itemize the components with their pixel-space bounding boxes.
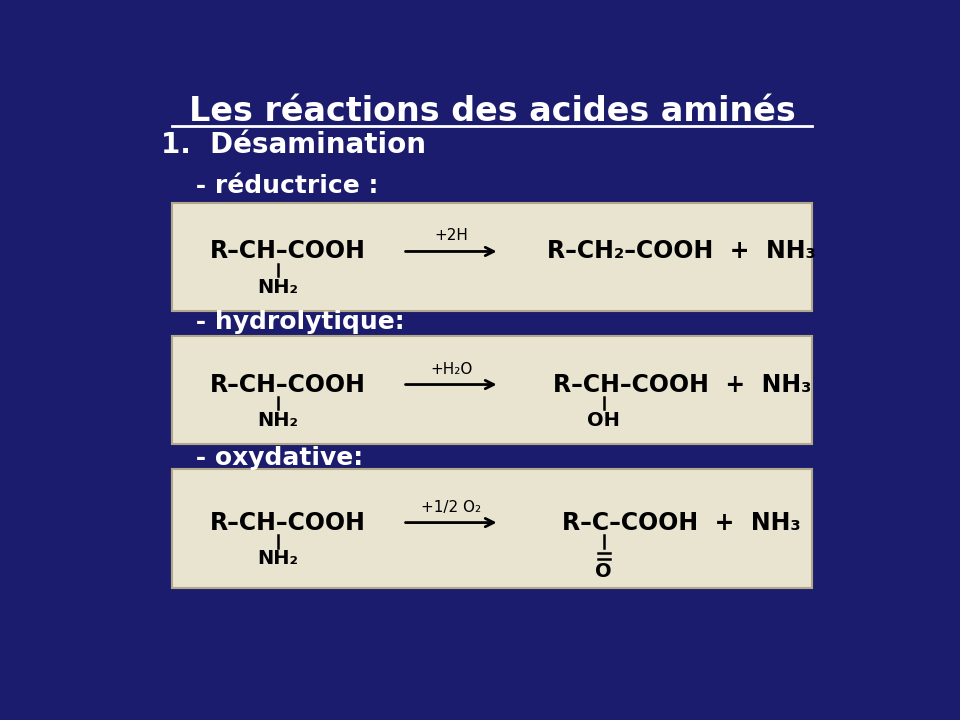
- Text: OH: OH: [588, 411, 620, 430]
- Text: Les réactions des acides aminés: Les réactions des acides aminés: [188, 95, 796, 128]
- Text: - hydrolytique:: - hydrolytique:: [187, 310, 404, 334]
- Text: +2H: +2H: [434, 228, 468, 243]
- Text: R–CH₂–COOH  +  NH₃: R–CH₂–COOH + NH₃: [547, 240, 816, 264]
- Text: 1.  Désamination: 1. Désamination: [161, 130, 426, 158]
- Text: O: O: [595, 562, 612, 581]
- Text: NH₂: NH₂: [257, 549, 299, 568]
- FancyBboxPatch shape: [172, 469, 812, 588]
- Text: - réductrice :: - réductrice :: [187, 174, 378, 198]
- Text: +H₂O: +H₂O: [430, 361, 472, 377]
- FancyBboxPatch shape: [172, 203, 812, 311]
- Text: R–CH–COOH: R–CH–COOH: [209, 240, 366, 264]
- FancyBboxPatch shape: [172, 336, 812, 444]
- Text: R–CH–COOH: R–CH–COOH: [209, 510, 366, 534]
- Text: +1/2 O₂: +1/2 O₂: [421, 500, 481, 515]
- Text: NH₂: NH₂: [257, 411, 299, 430]
- Text: R–CH–COOH  +  NH₃: R–CH–COOH + NH₃: [553, 372, 811, 397]
- Text: R–C–COOH  +  NH₃: R–C–COOH + NH₃: [563, 510, 801, 534]
- Text: R–CH–COOH: R–CH–COOH: [209, 372, 366, 397]
- Text: NH₂: NH₂: [257, 278, 299, 297]
- Text: - oxydative:: - oxydative:: [187, 446, 363, 470]
